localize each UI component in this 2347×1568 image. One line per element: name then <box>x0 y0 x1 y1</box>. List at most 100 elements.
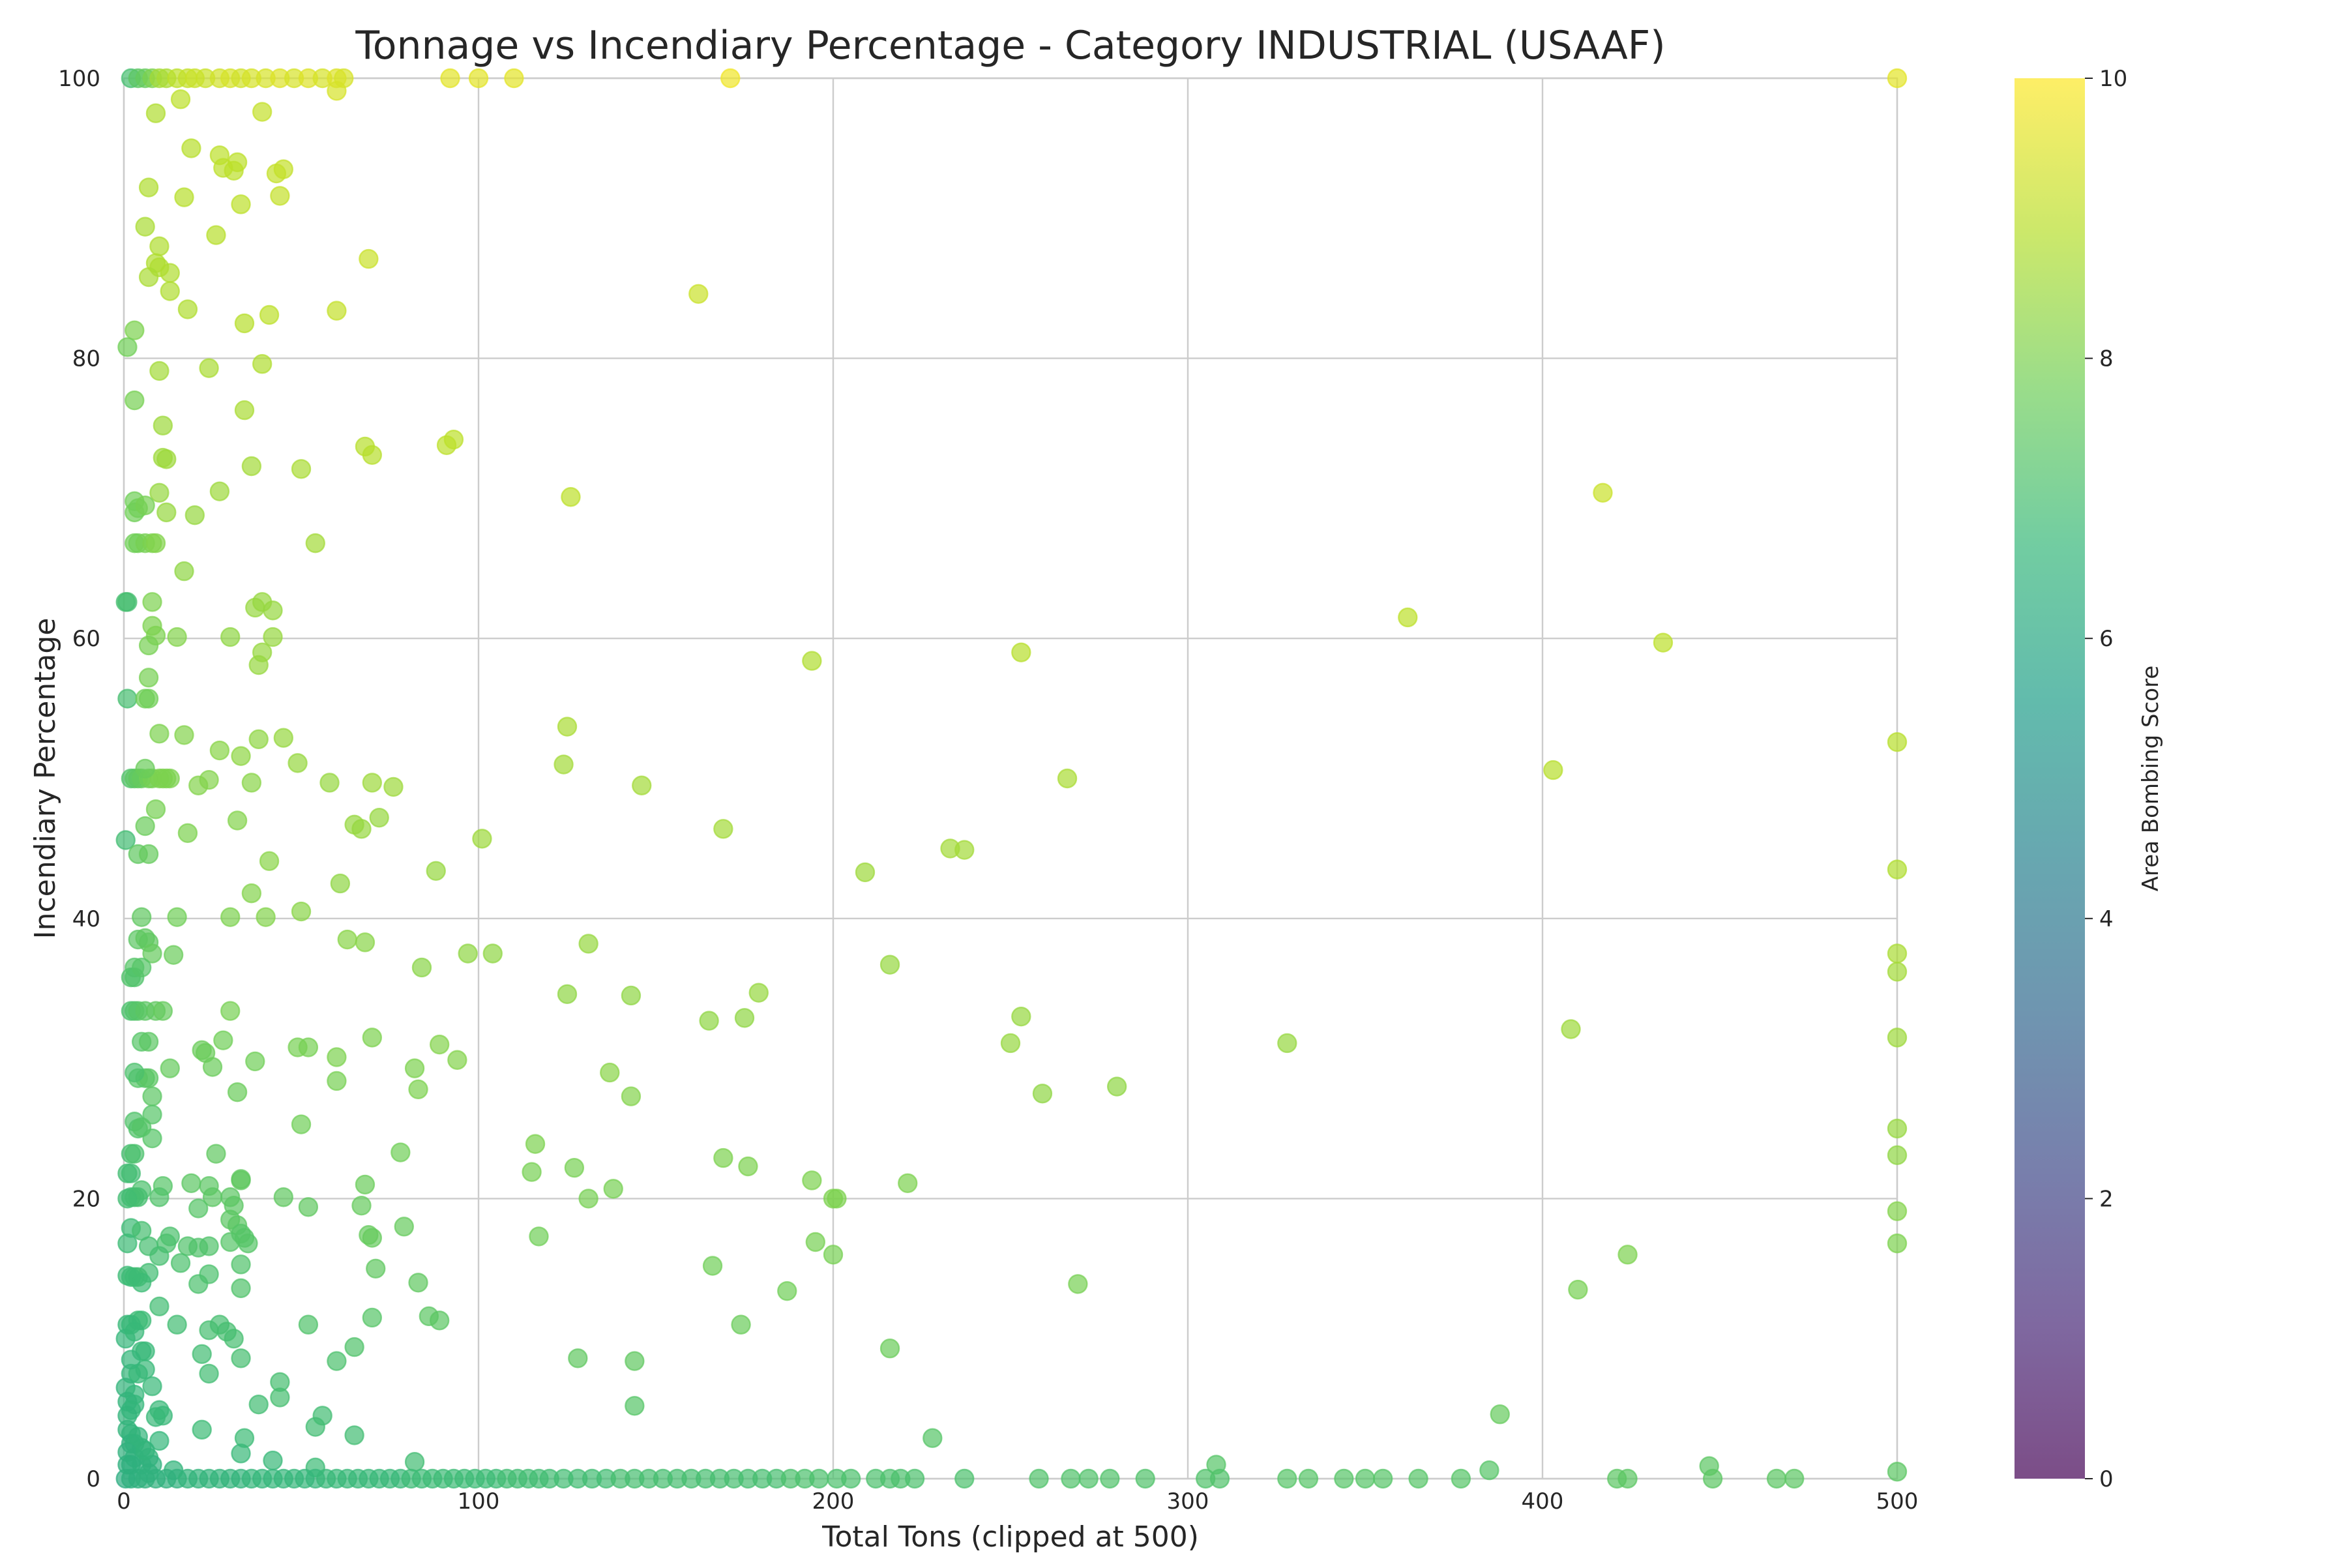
scatter-point <box>142 1104 162 1125</box>
scatter-point <box>199 1320 219 1340</box>
scatter-point <box>125 320 145 340</box>
scatter-point <box>291 459 312 479</box>
x-tick-label: 200 <box>812 1488 855 1515</box>
scatter-point <box>220 1232 241 1252</box>
chart-title: Tonnage vs Incendiary Percentage - Categ… <box>355 23 1665 68</box>
scatter-point <box>167 627 187 647</box>
scatter-point <box>366 1258 386 1279</box>
scatter-point <box>156 449 177 469</box>
scatter-point <box>160 768 180 789</box>
colorbar-ticks: 0 2 4 6 8 10 <box>2085 66 2127 1492</box>
scatter-point <box>688 284 709 304</box>
scatter-point <box>330 873 351 894</box>
scatter-point <box>1011 1006 1031 1027</box>
scatter-point <box>145 1407 166 1427</box>
data-points <box>115 68 1908 1489</box>
scatter-point <box>621 1086 642 1106</box>
scatter-point <box>153 1001 173 1021</box>
scatter-point <box>234 400 255 421</box>
x-tick-label: 500 <box>1876 1488 1919 1515</box>
scatter-point <box>1568 1279 1588 1300</box>
scatter-point <box>327 1351 347 1371</box>
scatter-point <box>355 932 376 953</box>
scatter-point <box>879 954 900 975</box>
scatter-point <box>408 1079 428 1100</box>
scatter-point <box>170 1253 191 1273</box>
scatter-point <box>777 1280 797 1301</box>
scatter-point <box>291 1114 312 1134</box>
scatter-point <box>522 1162 542 1182</box>
scatter-point <box>1408 1468 1428 1489</box>
scatter-point <box>138 177 159 198</box>
colorbar-tick-label: 10 <box>2099 66 2127 92</box>
scatter-point <box>731 1314 751 1335</box>
scatter-point <box>525 1134 546 1154</box>
y-tick-label: 80 <box>72 346 100 372</box>
scatter-point <box>117 1233 138 1254</box>
scatter-point <box>231 746 251 766</box>
scatter-point <box>1298 1468 1319 1489</box>
x-tick-label: 400 <box>1522 1488 1564 1515</box>
scatter-point <box>273 728 293 748</box>
scatter-point <box>458 943 478 964</box>
scatter-point <box>1057 768 1078 789</box>
scatter-point <box>131 907 152 927</box>
scatter-point <box>115 592 136 612</box>
scatter-point <box>1334 1468 1354 1489</box>
scatter-point <box>138 267 159 288</box>
scatter-point <box>383 777 404 797</box>
scatter-point <box>802 1170 822 1191</box>
scatter-point <box>234 313 255 334</box>
scatter-point <box>809 1468 829 1489</box>
scatter-point <box>1887 1201 1908 1221</box>
scatter-point <box>1887 1462 1908 1482</box>
scatter-point <box>362 1307 382 1328</box>
scatter-point <box>156 502 177 523</box>
scatter-point <box>241 883 262 904</box>
scatter-point <box>135 816 155 836</box>
scatter-point <box>359 248 379 269</box>
scatter-point <box>1887 68 1908 89</box>
scatter-point <box>699 1011 719 1031</box>
scatter-point <box>145 533 166 554</box>
scatter-point <box>327 81 347 101</box>
scatter-point <box>429 1034 450 1055</box>
scatter-point <box>138 688 159 709</box>
scatter-point <box>270 186 290 206</box>
scatter-point <box>231 194 251 214</box>
scatter-point <box>327 1071 347 1091</box>
scatter-point <box>748 983 769 1003</box>
y-tick-label: 40 <box>72 906 100 932</box>
scatter-point <box>1887 1233 1908 1254</box>
scatter-point <box>188 775 209 795</box>
scatter-point <box>1032 1084 1053 1104</box>
scatter-point <box>206 1144 226 1164</box>
scatter-point <box>305 533 325 554</box>
scatter-point <box>241 773 262 793</box>
scatter-point <box>263 1450 283 1471</box>
scatter-point <box>823 1245 844 1265</box>
scatter-point <box>954 840 975 860</box>
scatter-point <box>145 799 166 820</box>
scatter-point <box>115 830 136 850</box>
scatter-point <box>117 688 138 709</box>
scatter-point <box>1617 1468 1638 1489</box>
scatter-point <box>160 1058 180 1078</box>
scatter-point <box>135 216 155 237</box>
scatter-point <box>1887 1118 1908 1139</box>
x-axis-label: Total Tons (clipped at 500) <box>821 1520 1199 1554</box>
scatter-point <box>117 1189 138 1209</box>
scatter-point <box>1653 632 1674 653</box>
scatter-point <box>224 1328 244 1349</box>
scatter-point <box>344 1337 364 1357</box>
scatter-point <box>252 353 273 374</box>
scatter-point <box>305 1417 325 1437</box>
scatter-point <box>1766 1468 1787 1489</box>
scatter-point <box>138 635 159 656</box>
scatter-point <box>702 1256 723 1276</box>
scatter-point <box>220 907 241 927</box>
scatter-point <box>142 943 162 964</box>
scatter-point <box>142 592 162 612</box>
scatter-point <box>472 829 492 849</box>
